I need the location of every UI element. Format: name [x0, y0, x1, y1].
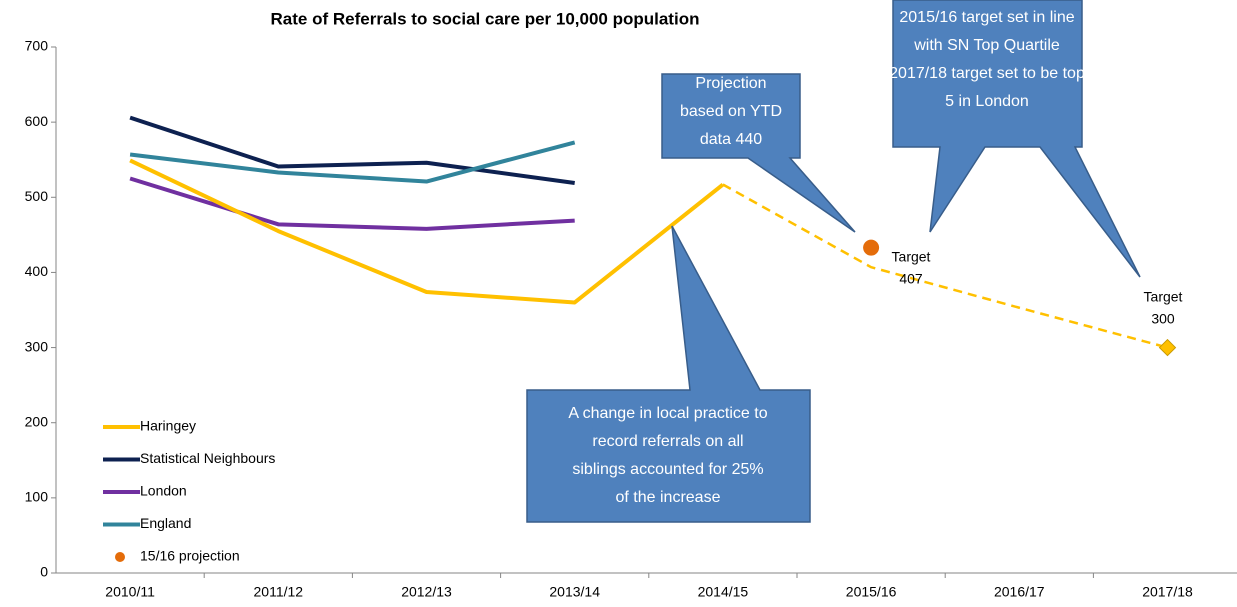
- annotation: A change in local practice to: [568, 405, 767, 422]
- target-line: [722, 183, 1168, 349]
- legend-label: England: [140, 515, 191, 531]
- legend-label: London: [140, 483, 187, 499]
- x-tick-label: 2013/14: [549, 584, 600, 600]
- x-tick-label: 2010/11: [105, 584, 155, 600]
- annotation: siblings accounted for 25%: [572, 461, 763, 478]
- x-tick-label: 2017/18: [1142, 584, 1193, 600]
- legend-label: Statistical Neighbours: [140, 450, 275, 466]
- annotation: record referrals on all: [592, 433, 743, 450]
- y-tick-label: 300: [25, 338, 49, 354]
- y-tick-label: 400: [25, 263, 49, 279]
- y-tick-label: 700: [25, 38, 49, 54]
- callout: [526, 225, 811, 523]
- callout: [661, 73, 856, 233]
- annotation: Target: [892, 249, 931, 265]
- annotation: 2015/16 target set in line: [899, 9, 1074, 26]
- annotation: 407: [899, 271, 923, 287]
- x-tick-label: 2014/15: [698, 584, 749, 600]
- y-tick-label: 200: [25, 413, 49, 429]
- legend-marker: [115, 552, 125, 562]
- annotation: Target: [1144, 289, 1183, 305]
- annotation: data 440: [700, 131, 762, 148]
- series-line: [129, 158, 725, 305]
- x-tick-label: 2012/13: [401, 584, 452, 600]
- chart-title: Rate of Referrals to social care per 10,…: [271, 9, 700, 28]
- annotation: based on YTD: [680, 103, 782, 120]
- y-tick-label: 500: [25, 188, 49, 204]
- x-tick-label: 2011/12: [254, 584, 304, 600]
- target-marker: [1158, 338, 1177, 357]
- annotation: with SN Top Quartile: [913, 37, 1060, 54]
- series-line: [129, 176, 575, 231]
- annotation: Projection: [695, 75, 766, 92]
- series-line: [129, 115, 575, 185]
- x-tick-label: 2015/16: [846, 584, 897, 600]
- series-line: [129, 140, 576, 184]
- y-tick-label: 0: [40, 564, 48, 580]
- annotation: 300: [1151, 311, 1175, 327]
- y-tick-label: 600: [25, 113, 49, 129]
- projection-point: [863, 239, 880, 256]
- y-tick-label: 100: [25, 489, 49, 505]
- annotation: of the increase: [616, 489, 721, 506]
- legend-label: 15/16 projection: [140, 548, 240, 564]
- callout: [892, 0, 1141, 278]
- legend-label: Haringey: [140, 418, 196, 434]
- plot: [129, 115, 1177, 357]
- annotation: 5 in London: [945, 93, 1029, 110]
- x-tick-label: 2016/17: [994, 584, 1045, 600]
- annotation: 2017/18 target set to be top: [889, 65, 1085, 82]
